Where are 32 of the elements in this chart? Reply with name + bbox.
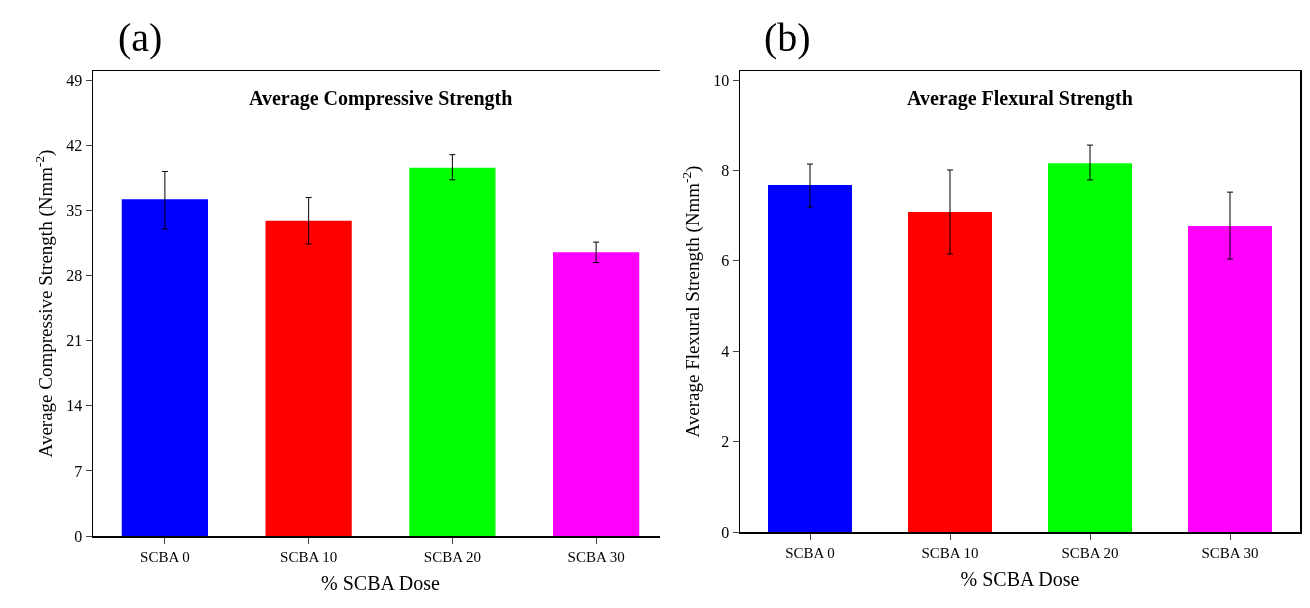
x-tick-label: SCBA 10 bbox=[280, 548, 338, 565]
y-tick-label: 10 bbox=[713, 71, 730, 89]
y-tick-label: 0 bbox=[721, 523, 730, 541]
x-axis-title: % SCBA Dose bbox=[321, 571, 441, 594]
x-axis-title: % SCBA Dose bbox=[960, 567, 1080, 590]
y-tick-label: 28 bbox=[66, 267, 83, 285]
y-tick-label: 8 bbox=[721, 162, 730, 180]
y-tick-label: 14 bbox=[66, 397, 83, 415]
y-tick-label: 4 bbox=[721, 342, 730, 360]
x-tick-label: SCBA 20 bbox=[1061, 544, 1119, 561]
y-tick-label: 6 bbox=[721, 252, 730, 270]
bar bbox=[553, 252, 640, 536]
x-tick-label: SCBA 20 bbox=[423, 548, 481, 565]
y-tick-label: 0 bbox=[74, 527, 83, 545]
text: Average Compressive Strength bbox=[249, 87, 513, 110]
bar bbox=[265, 220, 352, 536]
y-tick-label: 7 bbox=[74, 462, 83, 480]
x-tick-label: SCBA 30 bbox=[1201, 544, 1259, 561]
bar bbox=[409, 167, 496, 536]
text: (b) bbox=[764, 15, 811, 60]
text: (a) bbox=[118, 15, 163, 60]
y-tick-label: 49 bbox=[66, 71, 83, 89]
x-tick-label: SCBA 0 bbox=[140, 548, 190, 565]
x-tick-label: SCBA 30 bbox=[567, 548, 625, 565]
text: Average Flexural Strength bbox=[907, 87, 1133, 110]
y-tick-label: 42 bbox=[66, 137, 83, 154]
y-tick-label: 21 bbox=[66, 332, 83, 350]
bar bbox=[121, 199, 208, 536]
x-tick-label: SCBA 0 bbox=[785, 544, 835, 561]
x-tick-label: SCBA 10 bbox=[921, 544, 979, 561]
y-tick-label: 2 bbox=[721, 433, 730, 451]
y-tick-label: 35 bbox=[66, 202, 83, 220]
